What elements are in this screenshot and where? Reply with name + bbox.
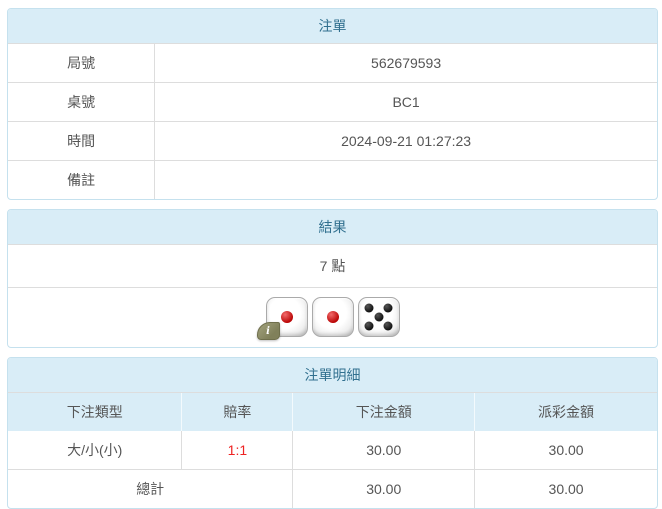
- payout-value: 30.00: [474, 431, 657, 470]
- bet-details-title: 注單明細: [8, 358, 657, 393]
- bet-slip-table: 局號 562679593 桌號 BC1 時間 2024-09-21 01:27:…: [8, 44, 657, 199]
- result-title: 結果: [8, 210, 657, 245]
- col-odds: 賠率: [181, 393, 293, 431]
- time-label: 時間: [8, 121, 155, 161]
- result-panel: 結果 7 點 i: [7, 209, 658, 348]
- column-header-row: 下注類型 賠率 下注金額 派彩金額: [8, 393, 657, 431]
- col-bet-type: 下注類型: [8, 393, 182, 431]
- total-payout: 30.00: [474, 469, 657, 508]
- bet-amount-value: 30.00: [292, 431, 475, 470]
- table-number-value: BC1: [154, 82, 657, 122]
- bet-type-value: 大/小(小): [67, 442, 123, 458]
- bet-details-table: 下注類型 賠率 下注金額 派彩金額 大/小(小) 1:1 30.00 30.00…: [8, 393, 657, 508]
- round-number-label: 局號: [67, 55, 96, 71]
- page: 注單 局號 562679593 桌號 BC1 時間 2024-09-21 01:…: [7, 8, 658, 509]
- remark-label: 備註: [8, 160, 155, 199]
- bet-slip-title: 注單: [8, 9, 657, 44]
- total-label: 總計: [8, 469, 293, 508]
- time-value: 2024-09-21 01:27:23: [154, 121, 657, 161]
- table-row: 大/小(小) 1:1 30.00 30.00: [8, 431, 657, 470]
- info-icon[interactable]: i: [256, 322, 280, 340]
- remark-value: [154, 160, 657, 199]
- odds-value: 1:1: [181, 431, 293, 470]
- col-bet-amount: 下注金額: [292, 393, 475, 431]
- die-wrap: i: [256, 297, 308, 340]
- die-icon: [311, 297, 354, 337]
- col-payout: 派彩金額: [474, 393, 657, 431]
- die-wrap: [311, 297, 354, 337]
- table-row: 局號 562679593: [8, 44, 657, 83]
- table-row: 時間 2024-09-21 01:27:23: [8, 121, 657, 161]
- total-bet-amount: 30.00: [292, 469, 475, 508]
- bet-slip-panel: 注單 局號 562679593 桌號 BC1 時間 2024-09-21 01:…: [7, 8, 658, 200]
- die-wrap: [357, 297, 400, 337]
- dice-row: i: [8, 287, 657, 347]
- total-row: 總計 30.00 30.00: [8, 469, 657, 508]
- die-icon: [357, 297, 400, 337]
- table-number-label: 桌號: [8, 82, 155, 122]
- table-row: 備註: [8, 160, 657, 199]
- table-row: 桌號 BC1: [8, 82, 657, 122]
- result-points: 7 點: [319, 258, 346, 274]
- round-number-value: 562679593: [154, 44, 657, 83]
- bet-details-panel: 注單明細 下注類型 賠率 下注金額 派彩金額 大/小(小) 1:1 30.00 …: [7, 357, 658, 509]
